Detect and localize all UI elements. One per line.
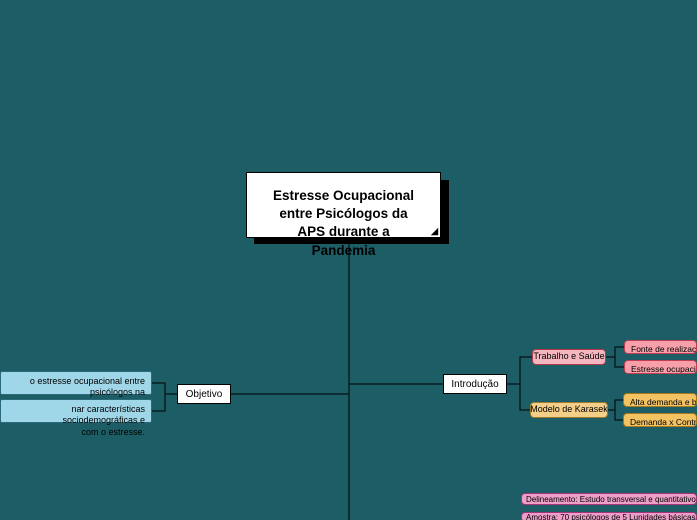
node-label: nar características sociodemográficas e … (7, 404, 145, 438)
leaf-objetivo-1[interactable]: o estresse ocupacional entre psicólogos … (0, 371, 152, 395)
node-label: Objetivo (186, 388, 223, 401)
node-introducao[interactable]: Introdução (443, 374, 507, 394)
mindmap-canvas[interactable]: Estresse Ocupacional entre Psicólogos da… (0, 0, 697, 520)
node-modelo-karasek[interactable]: Modelo de Karasek (530, 402, 608, 418)
node-label: Amostra: 70 psicólogos de 5 Lunidades bá… (526, 513, 697, 520)
leaf-objetivo-2[interactable]: nar características sociodemográficas e … (0, 399, 152, 423)
leaf-demanda-controle[interactable]: Demanda x Controle (623, 413, 697, 427)
node-label: Estresse ocupaciona (631, 364, 697, 374)
connector-lines (0, 0, 697, 520)
leaf-amostra[interactable]: Amostra: 70 psicólogos de 5 Lunidades bá… (521, 512, 697, 520)
node-label: Fonte de realização, (631, 344, 697, 354)
node-label: Trabalho e Saúde (533, 351, 604, 363)
resize-handle-icon[interactable]: ◢ (431, 225, 438, 237)
node-label: Modelo de Karasek (530, 404, 608, 416)
node-label: Demanda x Controle (630, 417, 697, 427)
leaf-alta-demanda[interactable]: Alta demanda e baix (623, 393, 697, 407)
leaf-delineamento[interactable]: Delineamento: Estudo transversal e quant… (521, 493, 697, 505)
leaf-estresse-ocup[interactable]: Estresse ocupaciona (624, 360, 697, 374)
node-trabalho-saude[interactable]: Trabalho e Saúde (532, 349, 606, 365)
node-label: Alta demanda e baix (630, 397, 697, 407)
leaf-fonte[interactable]: Fonte de realização, (624, 340, 697, 354)
node-label: Introdução (451, 378, 498, 391)
root-node[interactable]: Estresse Ocupacional entre Psicólogos da… (246, 172, 441, 238)
node-label: Delineamento: Estudo transversal e quant… (526, 495, 697, 504)
node-objetivo[interactable]: Objetivo (177, 384, 231, 404)
